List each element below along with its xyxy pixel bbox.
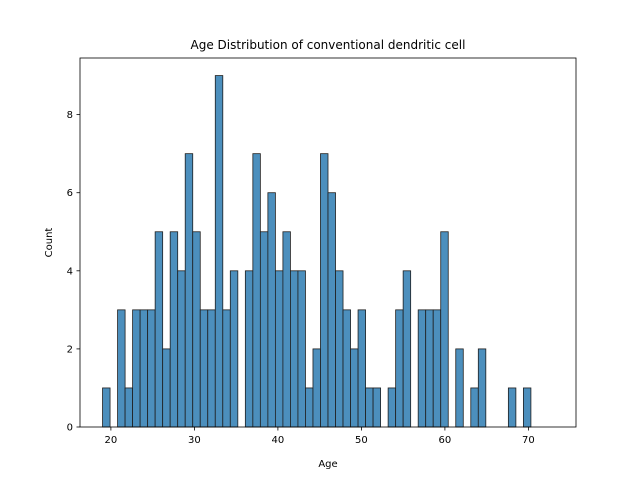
x-tick-label: 20 xyxy=(105,435,118,446)
histogram-bar xyxy=(335,270,344,428)
y-tick-label: 2 xyxy=(67,344,73,355)
histogram-bar xyxy=(124,387,134,428)
y-tick-label: 4 xyxy=(67,266,73,277)
x-tick-label: 60 xyxy=(439,435,452,446)
histogram-bar xyxy=(402,270,412,428)
histogram-bar xyxy=(267,192,276,428)
histogram-bar xyxy=(395,309,404,428)
histogram-bar xyxy=(222,309,231,428)
histogram-bar xyxy=(342,309,351,428)
histogram-bar xyxy=(312,348,321,428)
histogram-bar xyxy=(282,231,291,428)
histogram-bar xyxy=(372,387,382,428)
histogram-bar xyxy=(425,309,434,428)
histogram-bar xyxy=(470,387,479,428)
x-axis-ticks: 20 30 40 50 60 70 xyxy=(105,427,535,446)
histogram-bar xyxy=(147,309,156,428)
histogram-bar xyxy=(139,309,149,428)
x-tick-label: 30 xyxy=(188,435,201,446)
histogram-bar xyxy=(297,270,306,428)
y-axis-label: Count xyxy=(44,228,55,258)
histogram-bar xyxy=(132,309,141,428)
histogram-bar xyxy=(417,309,427,428)
histogram-bar xyxy=(207,309,216,428)
histogram-bar xyxy=(177,270,186,428)
histogram-bar xyxy=(522,387,532,428)
x-tick-label: 50 xyxy=(355,435,368,446)
histogram-bar xyxy=(154,231,164,428)
y-tick-label: 6 xyxy=(67,188,73,199)
bars-group xyxy=(102,75,532,428)
histogram-bar xyxy=(192,231,201,428)
histogram-bar xyxy=(455,348,464,428)
x-tick-label: 70 xyxy=(522,435,535,446)
y-axis-ticks: 0 2 4 6 8 xyxy=(67,110,80,434)
histogram-bar xyxy=(327,192,336,428)
histogram-bar xyxy=(169,231,179,428)
histogram-bar xyxy=(440,231,449,428)
histogram-bar xyxy=(199,309,209,428)
histogram-bar xyxy=(229,270,239,428)
histogram-bar xyxy=(477,348,487,428)
histogram-bar xyxy=(184,153,194,428)
x-tick-label: 40 xyxy=(272,435,285,446)
x-axis-label: Age xyxy=(318,459,337,470)
chart-title: Age Distribution of conventional dendrit… xyxy=(191,38,466,52)
histogram-bar xyxy=(162,348,171,428)
histogram-bar xyxy=(350,348,359,428)
histogram-bar xyxy=(214,75,224,428)
histogram-bar xyxy=(305,387,314,428)
histogram-bar xyxy=(357,309,366,428)
histogram-bar xyxy=(507,387,517,428)
histogram-bar xyxy=(102,387,111,428)
histogram-bar xyxy=(387,387,397,428)
plot-frame xyxy=(79,57,577,428)
histogram-bar xyxy=(259,231,269,428)
histogram-bar xyxy=(117,309,126,428)
y-tick-label: 8 xyxy=(67,110,73,121)
histogram-bar xyxy=(274,270,284,428)
histogram-bar xyxy=(432,309,442,428)
histogram-bar xyxy=(365,387,374,428)
histogram-bar xyxy=(320,153,329,428)
y-tick-label: 0 xyxy=(67,423,73,434)
histogram-bar xyxy=(244,270,254,428)
histogram-bar xyxy=(252,153,261,428)
histogram-bar xyxy=(290,270,299,428)
